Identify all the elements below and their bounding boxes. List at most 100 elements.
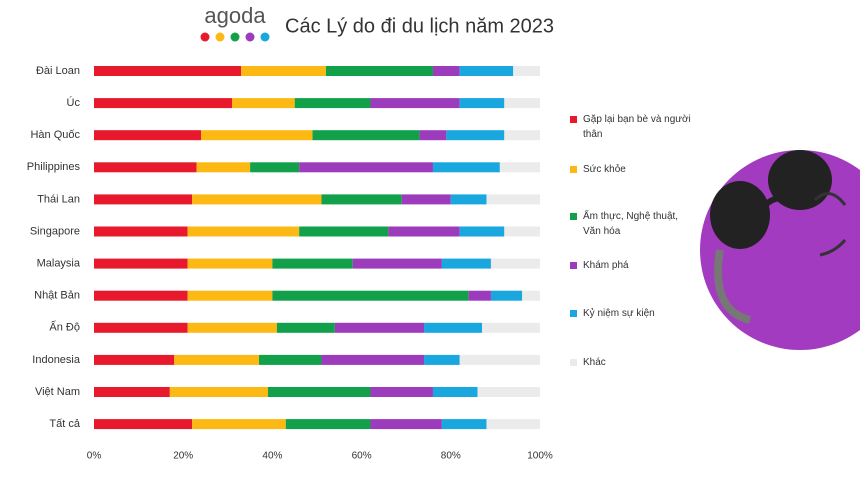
bar-segment bbox=[94, 387, 170, 397]
bar-segment bbox=[504, 130, 540, 141]
legend-swatch bbox=[570, 166, 577, 173]
bar-segment bbox=[459, 354, 540, 365]
bar-segment bbox=[312, 130, 420, 141]
bar-segment bbox=[504, 226, 540, 237]
bar-segment bbox=[441, 258, 491, 269]
x-tick-label: 20% bbox=[173, 451, 193, 462]
bar-segment bbox=[272, 258, 353, 269]
mascot bbox=[700, 150, 860, 350]
bar-segment bbox=[259, 354, 322, 365]
y-tick-label: Tất cả bbox=[49, 418, 80, 430]
chart-title: Các Lý do đi du lịch năm 2023 bbox=[285, 15, 554, 37]
y-tick-label: Thái Lan bbox=[37, 193, 80, 205]
bar-segment bbox=[459, 226, 505, 237]
x-tick-label: 80% bbox=[441, 451, 461, 462]
bar-segment bbox=[94, 66, 242, 76]
bar-segment bbox=[201, 130, 313, 141]
bar-segment bbox=[285, 419, 371, 430]
x-tick-label: 0% bbox=[87, 451, 102, 462]
legend-label: Kỷ niệm sự kiện bbox=[583, 308, 655, 319]
x-tick-label: 60% bbox=[352, 451, 372, 462]
bar-segment bbox=[321, 194, 402, 205]
y-tick-label: Malaysia bbox=[37, 258, 81, 270]
bar-segment bbox=[241, 66, 326, 76]
bar-segment bbox=[432, 387, 478, 397]
bar-segment bbox=[321, 354, 425, 365]
legend-label: Khác bbox=[583, 357, 606, 368]
legend-label: Ẩm thực, Nghệ thuật, Văn hóa bbox=[583, 211, 679, 237]
bar-segment bbox=[486, 419, 540, 430]
bar-segment bbox=[94, 290, 188, 301]
bar-segment bbox=[459, 98, 505, 109]
x-tick-label: 100% bbox=[527, 451, 553, 462]
bar-segment bbox=[94, 258, 188, 269]
y-tick-label: Singapore bbox=[30, 225, 80, 237]
bar-segment bbox=[522, 290, 540, 301]
bar-segment bbox=[94, 162, 197, 173]
bar-segment bbox=[504, 98, 540, 109]
bar-segment bbox=[94, 419, 193, 430]
bar-segment bbox=[370, 387, 433, 397]
bar-segment bbox=[299, 162, 433, 173]
bar-segment bbox=[401, 194, 451, 205]
logo-dots bbox=[200, 32, 270, 42]
legend-label: Gặp lại bạn bè và người thân bbox=[583, 114, 691, 140]
bar-segment bbox=[94, 226, 188, 237]
bar-segment bbox=[94, 130, 202, 141]
bar-segment bbox=[94, 322, 188, 333]
bar-segment bbox=[232, 98, 295, 109]
y-tick-label: Ấn Độ bbox=[49, 321, 80, 334]
bar-segment bbox=[169, 387, 268, 397]
bar-segment bbox=[388, 226, 460, 237]
y-tick-label: Đài Loan bbox=[36, 65, 80, 77]
y-tick-label: Philippines bbox=[27, 161, 81, 173]
y-tick-label: Nhật Bản bbox=[34, 290, 80, 302]
bar-segment bbox=[352, 258, 442, 269]
bar-segment bbox=[187, 290, 273, 301]
bar-segment bbox=[187, 322, 277, 333]
legend-label: Sức khỏe bbox=[583, 164, 626, 175]
bar-segment bbox=[446, 130, 505, 141]
bar-segment bbox=[334, 322, 425, 333]
bar-segment bbox=[267, 387, 371, 397]
bar-segment bbox=[94, 98, 233, 109]
y-tick-label: Việt Nam bbox=[35, 386, 80, 398]
bar-segment bbox=[419, 130, 447, 141]
y-tick-label: Indonesia bbox=[32, 354, 81, 366]
bar-segment bbox=[424, 322, 483, 333]
bar-segment bbox=[294, 98, 371, 109]
bar-segment bbox=[490, 290, 523, 301]
bar-segment bbox=[370, 419, 442, 430]
bar-segment bbox=[299, 226, 389, 237]
bar-segment bbox=[94, 194, 193, 205]
bar-segment bbox=[187, 258, 273, 269]
bar-segment bbox=[441, 419, 487, 430]
bar-segment bbox=[370, 98, 460, 109]
bar-segment bbox=[477, 387, 540, 397]
legend-swatch bbox=[570, 310, 577, 317]
bar-segment bbox=[325, 66, 433, 76]
bar-segment bbox=[513, 66, 540, 76]
bar-segment bbox=[196, 162, 251, 173]
bar-segment bbox=[432, 66, 460, 76]
bar-segment bbox=[486, 194, 540, 205]
y-tick-label: Hàn Quốc bbox=[30, 129, 80, 141]
bar-segment bbox=[468, 290, 491, 301]
bar-segment bbox=[276, 322, 335, 333]
bar-segment bbox=[499, 162, 540, 173]
legend-label: Khám phá bbox=[583, 260, 629, 271]
bar-segment bbox=[450, 194, 487, 205]
bar-segment bbox=[432, 162, 500, 173]
bar-segment bbox=[490, 258, 540, 269]
bar-segment bbox=[272, 290, 469, 301]
x-tick-label: 40% bbox=[262, 451, 282, 462]
bar-segment bbox=[459, 66, 514, 76]
y-tick-label: Úc bbox=[67, 96, 81, 109]
bar-segment bbox=[192, 419, 286, 430]
bar-segment bbox=[94, 354, 175, 365]
legend-swatch bbox=[570, 359, 577, 366]
bar-segment bbox=[482, 322, 540, 333]
bar-segment bbox=[250, 162, 300, 173]
